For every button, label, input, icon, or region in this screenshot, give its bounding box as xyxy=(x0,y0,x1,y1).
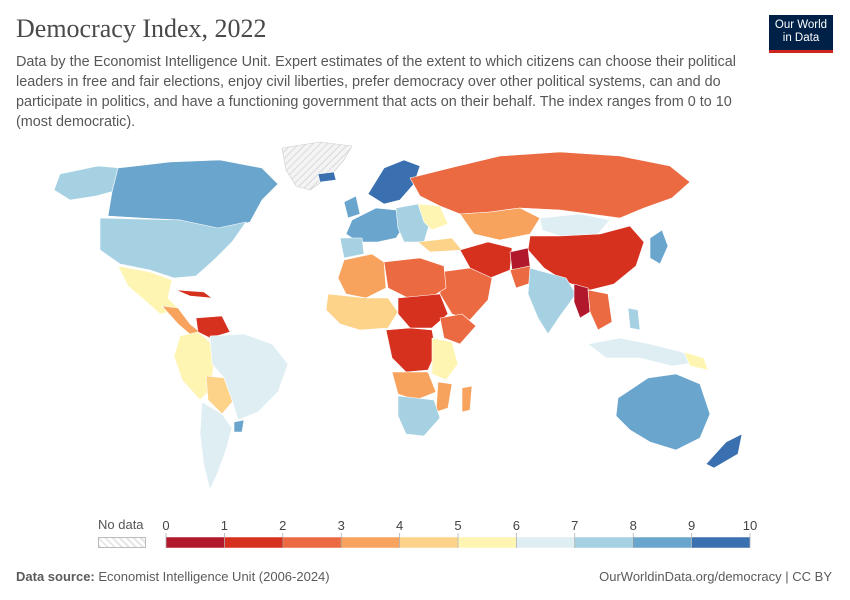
legend-tick-label: 4 xyxy=(396,518,403,533)
region-mongolia[interactable] xyxy=(539,213,611,237)
legend-tick-label: 1 xyxy=(221,518,228,533)
source-link[interactable]: Economist Intelligence Unit (2006-2024) xyxy=(98,569,330,584)
legend-bin[interactable] xyxy=(282,536,342,549)
legend-no-data-label: No data xyxy=(98,517,144,532)
region-north-africa-east[interactable] xyxy=(383,257,447,299)
legend-tick-label: 7 xyxy=(571,518,578,533)
region-southern-africa[interactable] xyxy=(397,395,441,437)
region-russia[interactable] xyxy=(409,151,691,219)
region-brazil[interactable] xyxy=(209,333,289,421)
region-greenland[interactable] xyxy=(281,141,353,191)
legend-tick-label: 5 xyxy=(454,518,461,533)
legend-tick-label: 3 xyxy=(338,518,345,533)
region-angola[interactable] xyxy=(391,371,437,401)
footer-url[interactable]: OurWorldinData.org/democracy | CC BY xyxy=(599,569,832,584)
legend-bin[interactable] xyxy=(574,536,634,549)
world-map[interactable] xyxy=(0,138,850,508)
region-western-europe[interactable] xyxy=(345,207,405,243)
region-madagascar[interactable] xyxy=(461,385,473,413)
legend-bin[interactable] xyxy=(516,536,576,549)
logo-line-1: Our World xyxy=(774,19,828,31)
region-arabia[interactable] xyxy=(439,267,493,321)
region-myanmar[interactable] xyxy=(573,283,591,319)
legend-tick-label: 0 xyxy=(162,518,169,533)
region-argentina[interactable] xyxy=(199,401,233,491)
legend-color-scale: 0 1 2 3 4 5 6 7 8 9 10 xyxy=(162,518,757,549)
chart-subtitle: Data by the Economist Intelligence Unit.… xyxy=(16,54,736,130)
region-se-asia[interactable] xyxy=(587,289,613,331)
legend-tick-label: 2 xyxy=(279,518,286,533)
region-central-america[interactable] xyxy=(161,305,201,337)
region-philippines[interactable] xyxy=(627,307,641,331)
region-mozambique[interactable] xyxy=(435,381,453,413)
region-indonesia[interactable] xyxy=(587,337,701,367)
region-uruguay[interactable] xyxy=(233,419,245,433)
footer-source: Data source: Economist Intelligence Unit… xyxy=(16,569,330,584)
legend-tick-label: 6 xyxy=(513,518,520,533)
region-china[interactable] xyxy=(527,225,645,291)
region-iberia[interactable] xyxy=(339,237,365,259)
region-scandinavia[interactable] xyxy=(367,159,421,205)
region-venezuela[interactable] xyxy=(195,315,231,339)
legend-bin[interactable] xyxy=(340,536,400,549)
region-east-africa[interactable] xyxy=(431,337,459,381)
legend-bin[interactable] xyxy=(224,536,284,549)
region-alaska[interactable] xyxy=(53,165,121,201)
region-cuba[interactable] xyxy=(175,289,213,299)
region-mexico[interactable] xyxy=(117,265,181,315)
region-horn[interactable] xyxy=(439,313,477,345)
region-sudan[interactable] xyxy=(397,293,449,329)
region-uk[interactable] xyxy=(343,195,361,219)
region-north-africa-west[interactable] xyxy=(337,253,387,299)
legend-no-data-swatch[interactable] xyxy=(98,537,146,548)
logo-line-2: in Data xyxy=(782,32,820,44)
region-papua[interactable] xyxy=(683,351,709,371)
region-canada[interactable] xyxy=(107,159,279,231)
legend-bin[interactable] xyxy=(632,536,692,549)
legend-bin[interactable] xyxy=(457,536,517,549)
legend-tick-label: 8 xyxy=(630,518,637,533)
legend-tick-label: 9 xyxy=(688,518,695,533)
chart-title: Democracy Index, 2022 xyxy=(16,14,267,43)
region-iceland[interactable] xyxy=(317,171,337,183)
region-new-zealand[interactable] xyxy=(705,433,743,469)
region-australia[interactable] xyxy=(615,373,711,451)
legend-bin[interactable] xyxy=(165,536,225,549)
region-central-africa[interactable] xyxy=(385,327,437,373)
region-japan[interactable] xyxy=(649,229,669,265)
region-india[interactable] xyxy=(527,267,577,335)
legend-bin[interactable] xyxy=(691,536,751,549)
region-west-africa[interactable] xyxy=(325,293,399,331)
source-label: Data source: xyxy=(16,569,95,584)
region-ukraine[interactable] xyxy=(417,203,449,231)
region-usa[interactable] xyxy=(99,217,247,279)
owid-logo[interactable]: Our World in Data xyxy=(769,15,833,53)
region-kazakhstan[interactable] xyxy=(459,207,541,241)
legend-tick-label: 10 xyxy=(743,518,757,533)
legend-bin[interactable] xyxy=(399,536,459,549)
